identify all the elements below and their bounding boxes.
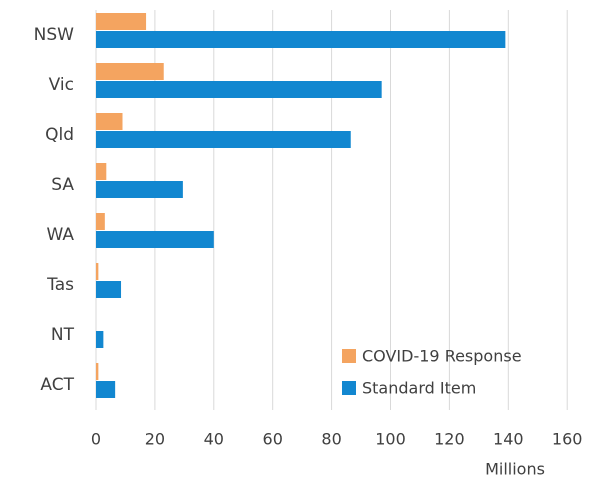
axes: NSW Vic Qld SA WA Tas NT ACT 0 20 40 60 80 100 120 140 1…	[34, 25, 583, 479]
x-tick-label-20: 20	[145, 430, 165, 449]
bar-sa-covid	[96, 163, 107, 180]
x-tick-label-40: 40	[204, 430, 224, 449]
category-label-qld: Qld	[45, 125, 74, 145]
category-label-sa: SA	[51, 175, 74, 195]
category-label-wa: WA	[46, 225, 74, 245]
bar-nsw-standard	[96, 31, 506, 48]
bar-vic-covid	[96, 63, 164, 80]
bar-tas-standard	[96, 281, 122, 298]
legend: COVID-19 Response Standard Item	[342, 347, 522, 398]
bar-nt-standard	[96, 331, 104, 348]
bar-wa-covid	[96, 213, 105, 230]
category-label-nt: NT	[51, 325, 75, 345]
x-tick-label-60: 60	[263, 430, 283, 449]
x-tick-label-120: 120	[434, 430, 465, 449]
bar-wa-standard	[96, 231, 214, 248]
category-label-vic: Vic	[49, 75, 74, 95]
bar-tas-covid	[96, 263, 99, 280]
bar-act-covid	[96, 363, 99, 380]
x-tick-label-0: 0	[91, 430, 101, 449]
bars	[96, 13, 506, 398]
bar-sa-standard	[96, 181, 183, 198]
bar-act-standard	[96, 381, 116, 398]
category-label-act: ACT	[40, 375, 74, 395]
bar-vic-standard	[96, 81, 382, 98]
x-tick-label-140: 140	[493, 430, 524, 449]
x-tick-label-100: 100	[375, 430, 406, 449]
legend-swatch-standard	[342, 381, 356, 395]
bar-qld-covid	[96, 113, 123, 130]
x-tick-label-160: 160	[552, 430, 583, 449]
legend-label-covid: COVID-19 Response	[362, 347, 522, 366]
category-label-tas: Tas	[46, 275, 74, 295]
bar-nsw-covid	[96, 13, 147, 30]
legend-label-standard: Standard Item	[362, 379, 476, 398]
bar-qld-standard	[96, 131, 351, 148]
x-axis-title: Millions	[485, 460, 545, 479]
category-label-nsw: NSW	[34, 25, 75, 45]
x-tick-label-80: 80	[321, 430, 341, 449]
legend-swatch-covid	[342, 349, 356, 363]
